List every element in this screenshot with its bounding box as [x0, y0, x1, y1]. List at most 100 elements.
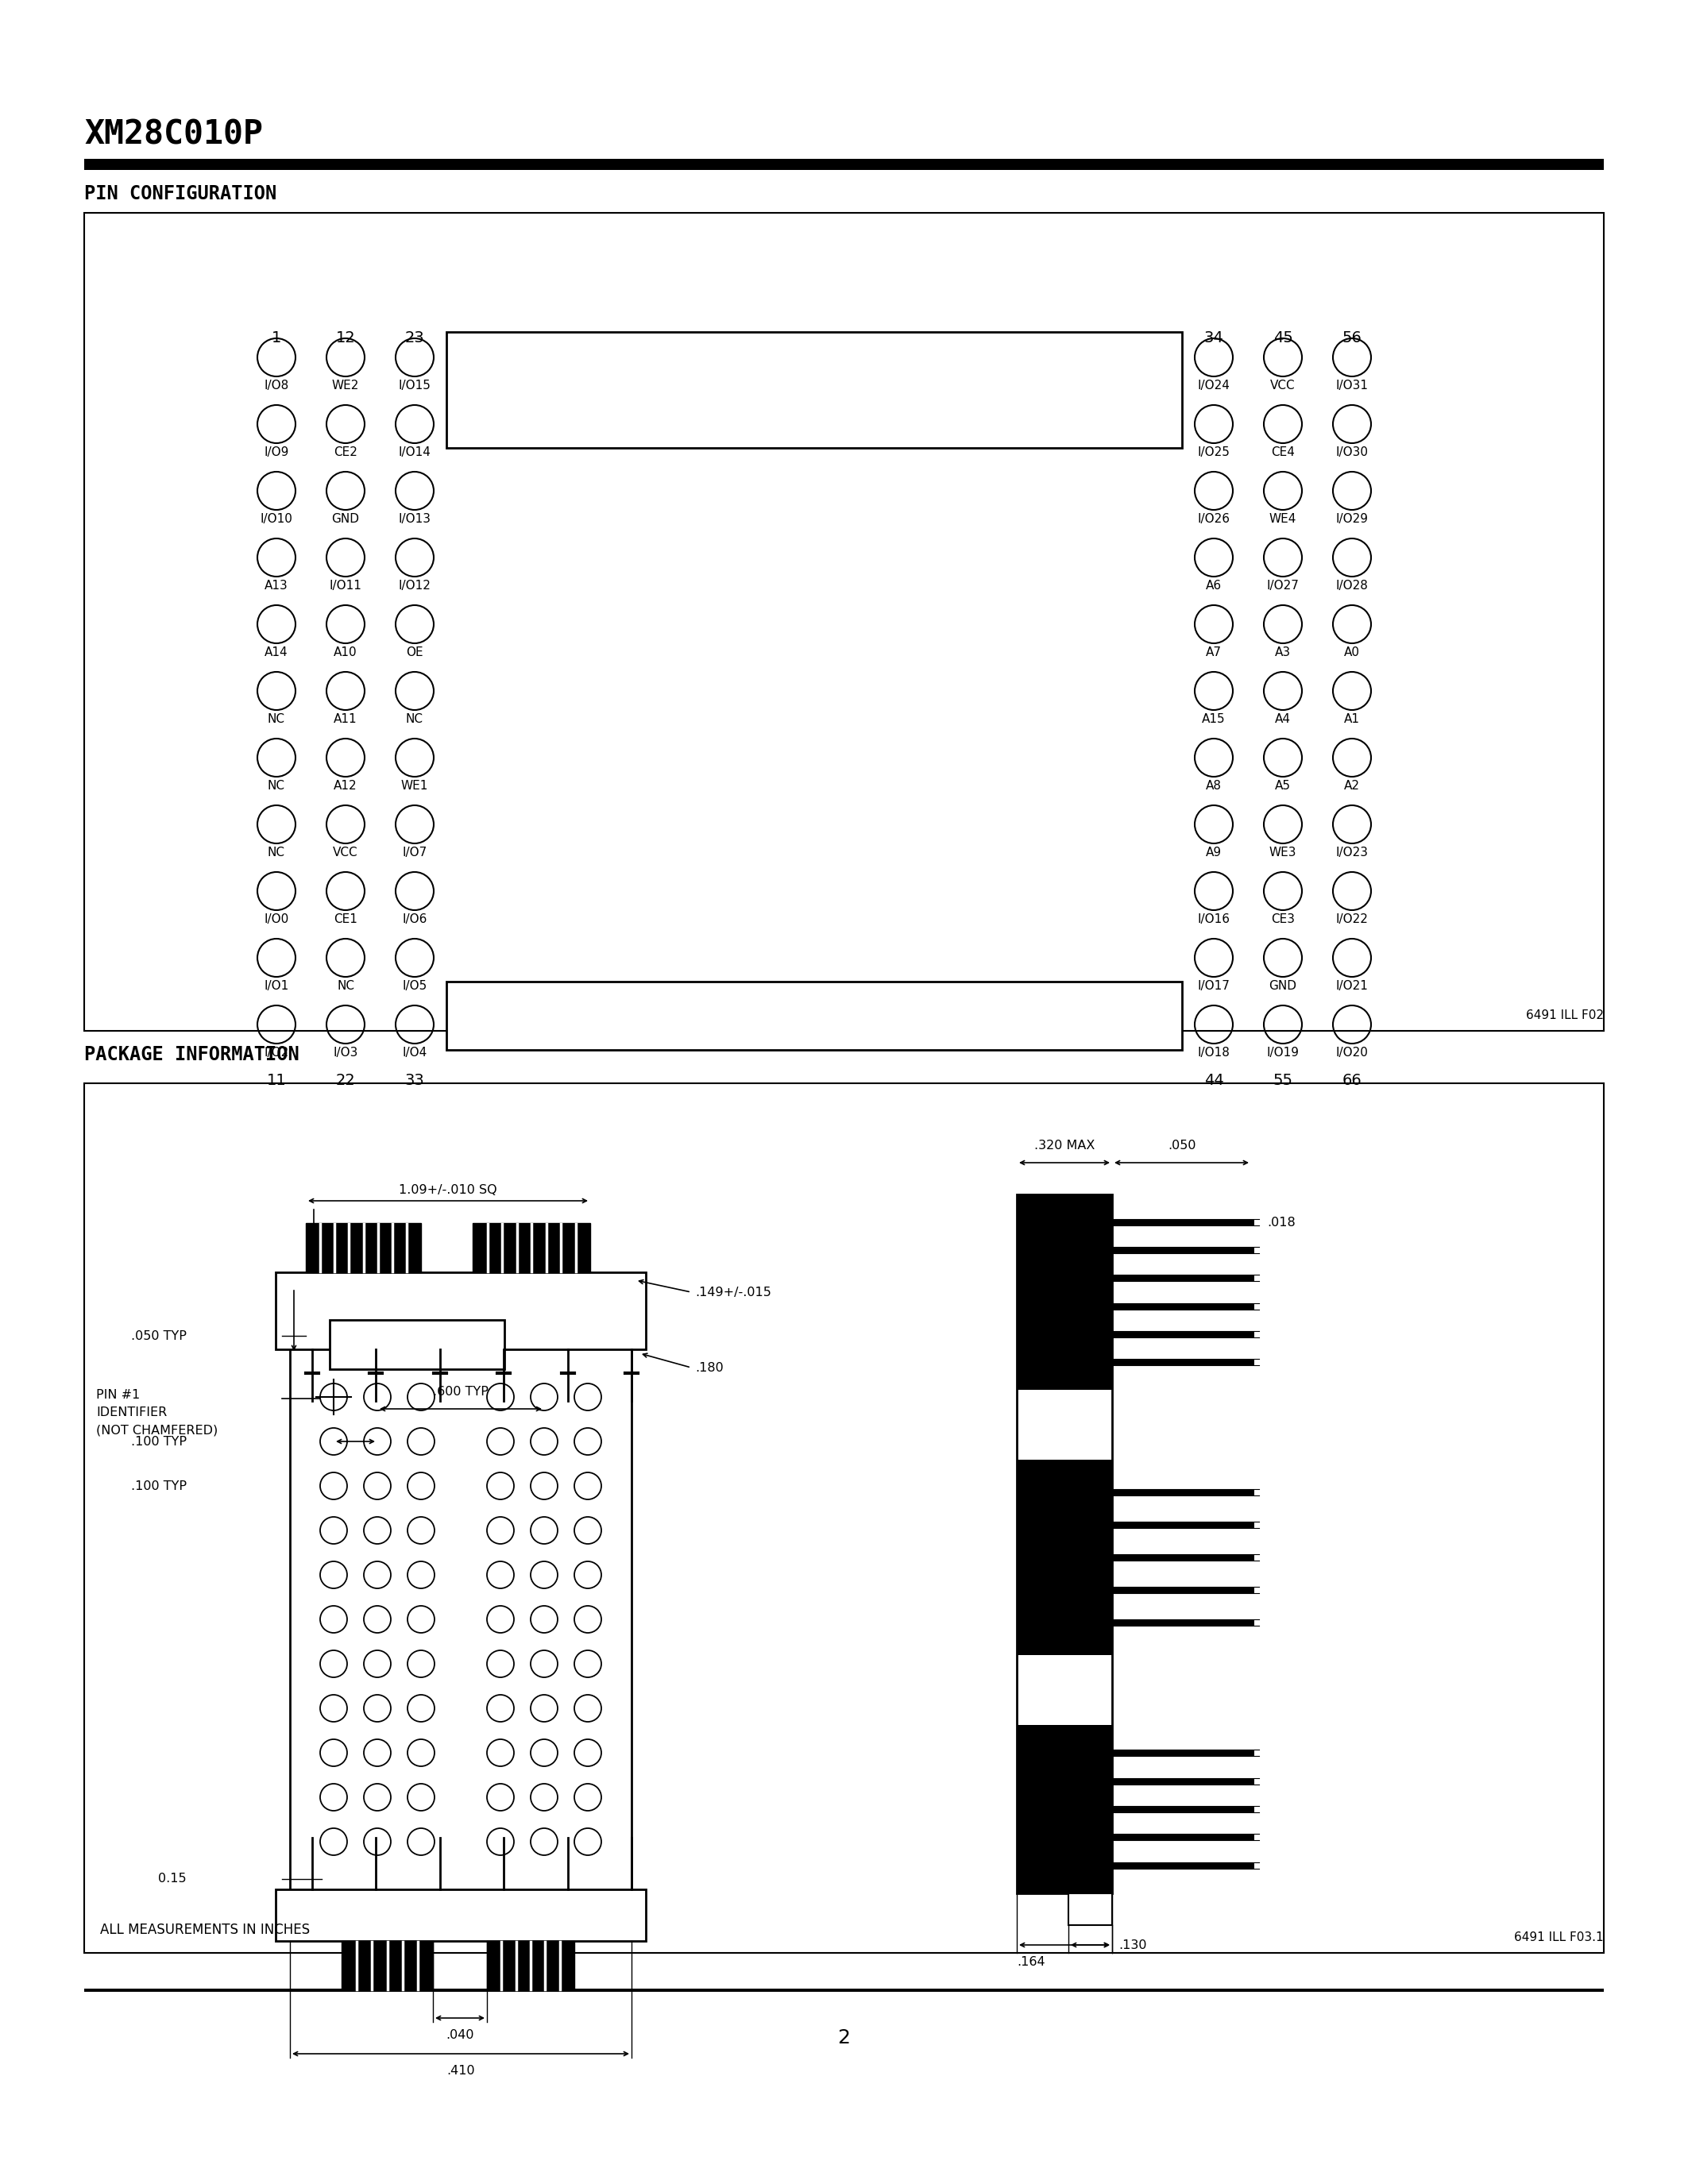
Text: .164: .164 [1016, 1957, 1045, 1968]
Text: A14: A14 [265, 646, 289, 657]
Text: 1.09+/-.010 SQ: 1.09+/-.010 SQ [398, 1184, 496, 1195]
Text: A12: A12 [334, 780, 358, 791]
Text: 33: 33 [405, 1072, 424, 1088]
Text: I/O19: I/O19 [1266, 1046, 1300, 1059]
Bar [446, 332, 1182, 448]
Text: CE4: CE4 [1271, 446, 1295, 459]
Text: I/O0: I/O0 [263, 913, 289, 924]
Text: IDENTIFIER: IDENTIFIER [96, 1406, 167, 1417]
Text: NC: NC [268, 712, 285, 725]
Text: XM28C010P: XM28C010P [84, 118, 263, 151]
Text: A8: A8 [1205, 780, 1222, 791]
Text: I/O5: I/O5 [402, 981, 427, 992]
Text: I/O11: I/O11 [329, 579, 361, 592]
Text: I/O24: I/O24 [1197, 380, 1231, 391]
Text: I/O8: I/O8 [263, 380, 289, 391]
Text: .100 TYP: .100 TYP [132, 1481, 187, 1492]
Text: .018: .018 [1268, 1216, 1295, 1227]
Text: I/O18: I/O18 [1197, 1046, 1231, 1059]
Text: .130: .130 [1119, 1939, 1146, 1950]
Text: 45: 45 [1273, 330, 1293, 345]
Bar [473, 1223, 591, 1273]
Text: I/O15: I/O15 [398, 380, 430, 391]
Text: CE1: CE1 [334, 913, 358, 924]
Bar [446, 981, 1182, 1051]
Text: OE: OE [407, 646, 424, 657]
Bar [341, 1942, 432, 1990]
Text: I/O9: I/O9 [263, 446, 289, 459]
Text: WE3: WE3 [1269, 845, 1296, 858]
Bar [84, 1083, 1604, 1952]
Text: PIN #1: PIN #1 [96, 1389, 140, 1400]
Text: .320 MAX: .320 MAX [1035, 1140, 1096, 1151]
Text: I/O14: I/O14 [398, 446, 430, 459]
Text: 0.15: 0.15 [159, 1874, 187, 1885]
Bar [84, 159, 1604, 170]
Text: 1: 1 [272, 330, 282, 345]
Text: I/O3: I/O3 [333, 1046, 358, 1059]
Text: A5: A5 [1274, 780, 1291, 791]
Text: WE4: WE4 [1269, 513, 1296, 524]
Text: ALL MEASUREMENTS IN INCHES: ALL MEASUREMENTS IN INCHES [100, 1922, 311, 1937]
Text: I/O21: I/O21 [1335, 981, 1369, 992]
Text: A7: A7 [1205, 646, 1222, 657]
Text: I/O12: I/O12 [398, 579, 430, 592]
Text: A3: A3 [1274, 646, 1291, 657]
Bar [1016, 1725, 1112, 1894]
Text: A9: A9 [1205, 845, 1222, 858]
Text: I/O20: I/O20 [1335, 1046, 1369, 1059]
Text: VCC: VCC [333, 845, 358, 858]
Text: A6: A6 [1205, 579, 1222, 592]
Text: I/O6: I/O6 [402, 913, 427, 924]
Text: I/O29: I/O29 [1335, 513, 1369, 524]
Text: 11: 11 [267, 1072, 287, 1088]
Text: 34: 34 [1204, 330, 1224, 345]
Text: CE3: CE3 [1271, 913, 1295, 924]
Text: A0: A0 [1344, 646, 1361, 657]
Text: .050: .050 [1168, 1140, 1195, 1151]
Bar [84, 212, 1604, 1031]
Text: .050 TYP: .050 TYP [132, 1330, 187, 1341]
Bar [290, 1345, 631, 1894]
Text: 6491 ILL F02: 6491 ILL F02 [1526, 1009, 1604, 1022]
Text: I/O23: I/O23 [1335, 845, 1369, 858]
Text: A13: A13 [265, 579, 289, 592]
Text: 2: 2 [837, 2029, 851, 2046]
Bar [1016, 1195, 1112, 1894]
Text: GND: GND [1269, 981, 1296, 992]
Bar [306, 1223, 420, 1273]
Text: A11: A11 [334, 712, 358, 725]
Text: NC: NC [268, 780, 285, 791]
Text: I/O16: I/O16 [1197, 913, 1231, 924]
Text: I/O26: I/O26 [1197, 513, 1231, 524]
Bar [329, 1319, 505, 1369]
Text: A10: A10 [334, 646, 358, 657]
Bar [1069, 1894, 1112, 1924]
Text: I/O1: I/O1 [263, 981, 289, 992]
Text: A2: A2 [1344, 780, 1361, 791]
Text: 56: 56 [1342, 330, 1362, 345]
Text: I/O7: I/O7 [402, 845, 427, 858]
Text: I/O10: I/O10 [260, 513, 292, 524]
Text: .100 TYP: .100 TYP [132, 1435, 187, 1448]
Text: I/O13: I/O13 [398, 513, 430, 524]
Text: I/O28: I/O28 [1335, 579, 1369, 592]
Text: 22: 22 [336, 1072, 356, 1088]
Text: I/O17: I/O17 [1197, 981, 1231, 992]
Text: PIN CONFIGURATION: PIN CONFIGURATION [84, 183, 277, 203]
Bar [486, 1942, 574, 1990]
Text: WE2: WE2 [333, 380, 360, 391]
Text: I/O30: I/O30 [1335, 446, 1369, 459]
Text: PACKAGE INFORMATION: PACKAGE INFORMATION [84, 1046, 299, 1064]
Bar [1016, 1195, 1112, 1389]
Text: I/O2: I/O2 [263, 1046, 289, 1059]
Text: A15: A15 [1202, 712, 1225, 725]
Bar [275, 1889, 647, 1942]
Text: .180: .180 [695, 1361, 724, 1374]
Text: .410: .410 [447, 2064, 474, 2077]
Text: .040: .040 [446, 2029, 474, 2042]
Text: I/O22: I/O22 [1335, 913, 1369, 924]
Text: 66: 66 [1342, 1072, 1362, 1088]
Text: GND: GND [331, 513, 360, 524]
Bar [1016, 1459, 1112, 1655]
